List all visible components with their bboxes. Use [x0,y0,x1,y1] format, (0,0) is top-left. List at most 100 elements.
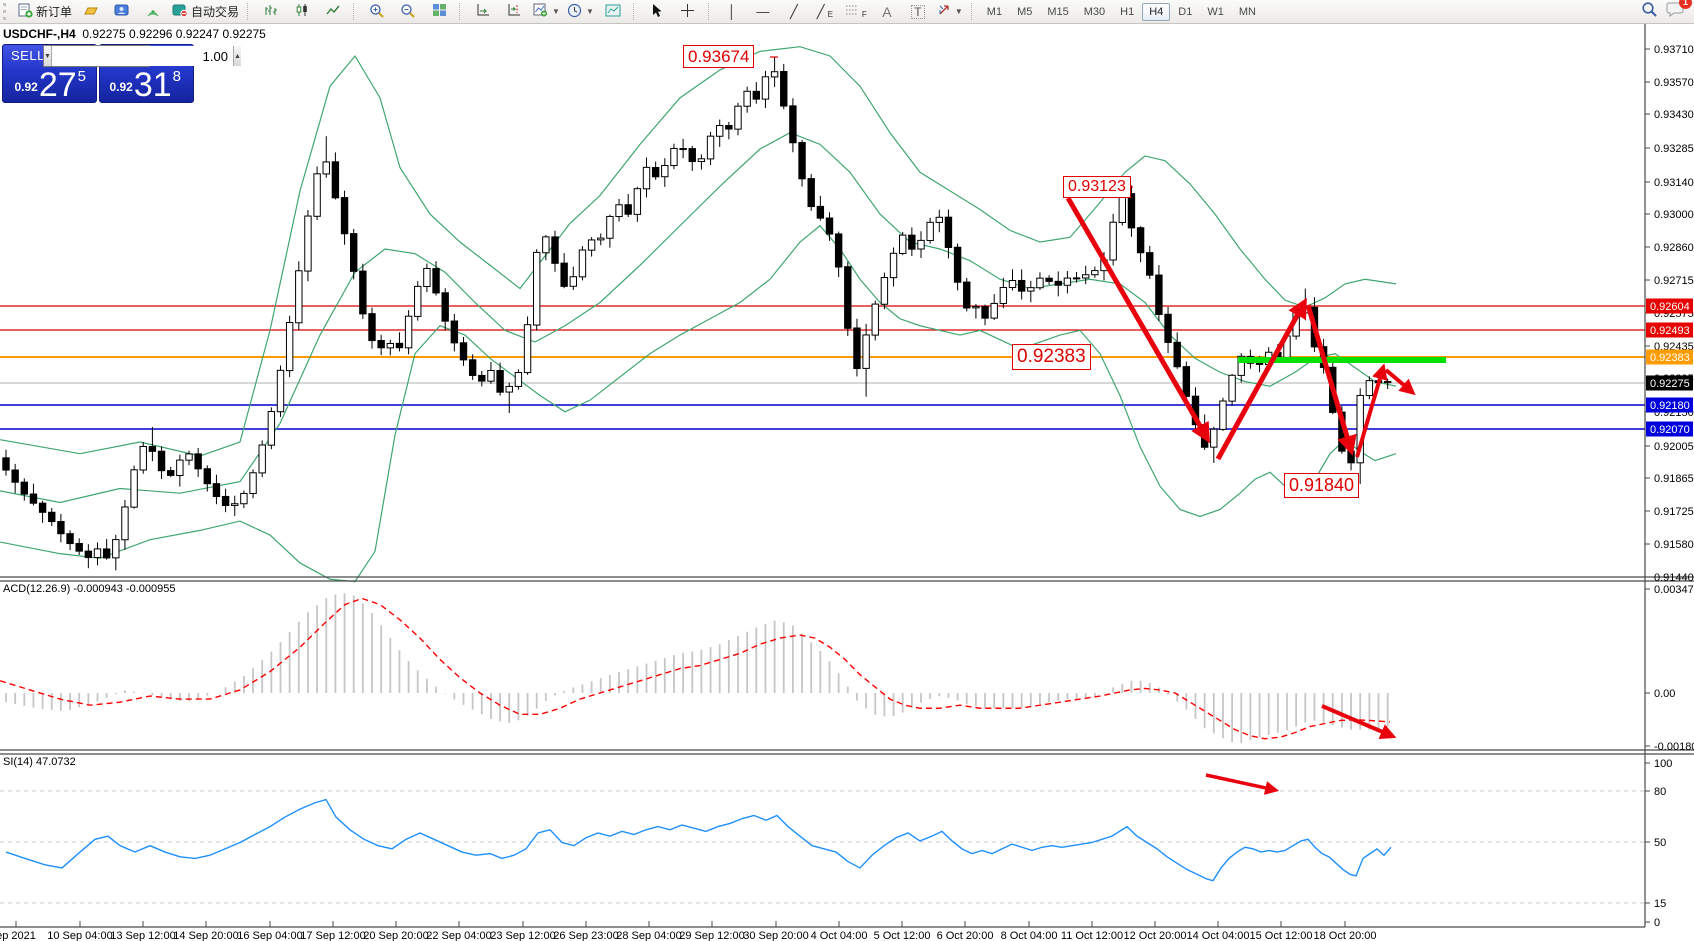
candle-body [834,233,843,268]
candle-body [514,371,523,387]
text-label-tool[interactable]: T [903,1,933,22]
candle-body [2,457,10,471]
candle-body [972,306,980,309]
price-tag-label: 0.92383 [1650,352,1690,364]
crosshair-tool-button[interactable] [673,1,703,22]
new-order-button[interactable]: 新订单 [15,1,75,22]
timeframe-m15-button[interactable]: M15 [1047,5,1069,18]
trend-arrow[interactable] [1205,773,1280,795]
time-axis-label: 8 Oct 04:00 [1001,930,1058,941]
line-chart-button[interactable] [318,1,348,22]
price-tag [1646,375,1693,391]
candle-body [414,285,422,317]
channel-tool[interactable]: ╱ E [810,1,840,22]
trend-arrow[interactable] [1384,368,1416,396]
candle-body [935,216,943,223]
autotrading-button[interactable]: 自动交易 [169,1,242,22]
candle-body [1136,227,1145,254]
timeframe-m30-button[interactable]: M30 [1083,5,1106,18]
price-axis-label: 100 [1654,758,1672,770]
toolbar: 新订单 自动交易 ▼ ▼ │ — ╱ ╱ E F A T ▼ M1 M5 M15 M30… [0,0,1694,24]
zoom-in-button[interactable] [362,1,392,22]
horizontal-line-icon: — [756,4,770,19]
volume-input[interactable] [51,46,233,66]
text-tool[interactable]: A [872,1,902,22]
ohlc-values: 0.92275 0.92296 0.92247 0.92275 [82,27,266,41]
auto-scroll-button[interactable] [468,1,498,22]
chart-template-button[interactable] [598,1,628,22]
price-tag-label: 0.92604 [1650,301,1690,313]
candle-body [93,548,102,559]
arrows-tool[interactable]: ▼ [934,1,966,22]
vertical-line-tool[interactable]: │ [717,1,747,22]
trend-arrow[interactable] [1215,297,1307,461]
candle-body [1054,280,1062,286]
candle-body [84,550,93,559]
auto-scroll-icon [476,3,491,20]
candlestick-chart-button[interactable] [287,1,317,22]
toolbar-grip[interactable] [3,3,11,20]
candle-body [1017,279,1026,292]
support-line-green[interactable] [1238,357,1446,363]
trend-arrow[interactable] [1305,304,1357,456]
price-axis-label: 0.91725 [1654,506,1694,518]
price-tag-label: 0.92070 [1650,424,1690,436]
bar-chart-button[interactable] [256,1,286,22]
profile-button[interactable] [107,1,137,22]
time-axis-label: 4 Oct 04:00 [811,930,868,941]
add-indicator-button[interactable]: ▼ [530,1,563,22]
candle-body [478,374,486,382]
candle-body [716,125,724,137]
volume-increase-button[interactable]: ▲ [232,46,241,66]
toolbar-separator [970,3,975,20]
volume-decrease-button[interactable]: ▼ [44,46,52,66]
new-order-icon [18,3,33,21]
tile-windows-button[interactable] [424,1,454,22]
candle-body [853,327,861,370]
price-axis-label: 0.93140 [1654,177,1694,189]
timeframe-h1-button[interactable]: H1 [1120,5,1135,18]
notification-badge: 1 [1679,0,1692,9]
candle-body [249,472,257,494]
candle-body [157,450,166,472]
candle-body [130,469,138,508]
trend-arrow[interactable] [1355,363,1388,458]
trendline-tool[interactable]: ╱ [779,1,809,22]
horizontal-line-tool[interactable]: — [748,1,778,22]
trend-arrow[interactable] [1065,196,1211,444]
candle-body [1036,277,1044,289]
gold-bar-button[interactable] [76,1,106,22]
candle-body [770,71,779,78]
candle-body [267,411,276,446]
zoom-out-button[interactable] [393,1,423,22]
signal-button[interactable] [138,1,168,22]
timeframe-m1-button[interactable]: M1 [986,5,1003,18]
price-tag [1646,349,1693,365]
timeframe-m5-button[interactable]: M5 [1017,5,1033,18]
profile-icon [114,3,130,20]
periods-button[interactable]: ▼ [564,1,597,22]
timeframe-d1-button[interactable]: D1 [1178,5,1193,18]
price-annotation[interactable]: 0.93123 [1063,176,1131,198]
timeframe-mn-button[interactable]: MN [1238,5,1256,18]
clock-icon [567,3,582,21]
trend-arrow[interactable] [1321,704,1397,739]
candle-body [743,90,751,107]
candle-body [1082,274,1090,279]
price-annotation[interactable]: 0.92383 [1012,344,1091,370]
price-annotation[interactable]: 0.93674 [683,45,755,69]
timeframe-h4-button[interactable]: H4 [1142,2,1171,21]
cursor-tool-button[interactable] [642,1,672,22]
candle-body [359,270,367,315]
timeframe-w1-button[interactable]: W1 [1207,5,1224,18]
notifications-button[interactable]: 1 [1666,0,1692,23]
price-tag-label: 0.92180 [1650,400,1690,412]
chart-shift-button[interactable] [499,1,529,22]
crosshair-icon [680,3,695,21]
search-icon[interactable] [1641,1,1658,22]
candle-body [624,204,632,215]
fibonacci-tool[interactable]: F [841,1,871,22]
candle-body [1146,252,1154,276]
price-annotation[interactable]: 0.91840 [1284,473,1360,498]
